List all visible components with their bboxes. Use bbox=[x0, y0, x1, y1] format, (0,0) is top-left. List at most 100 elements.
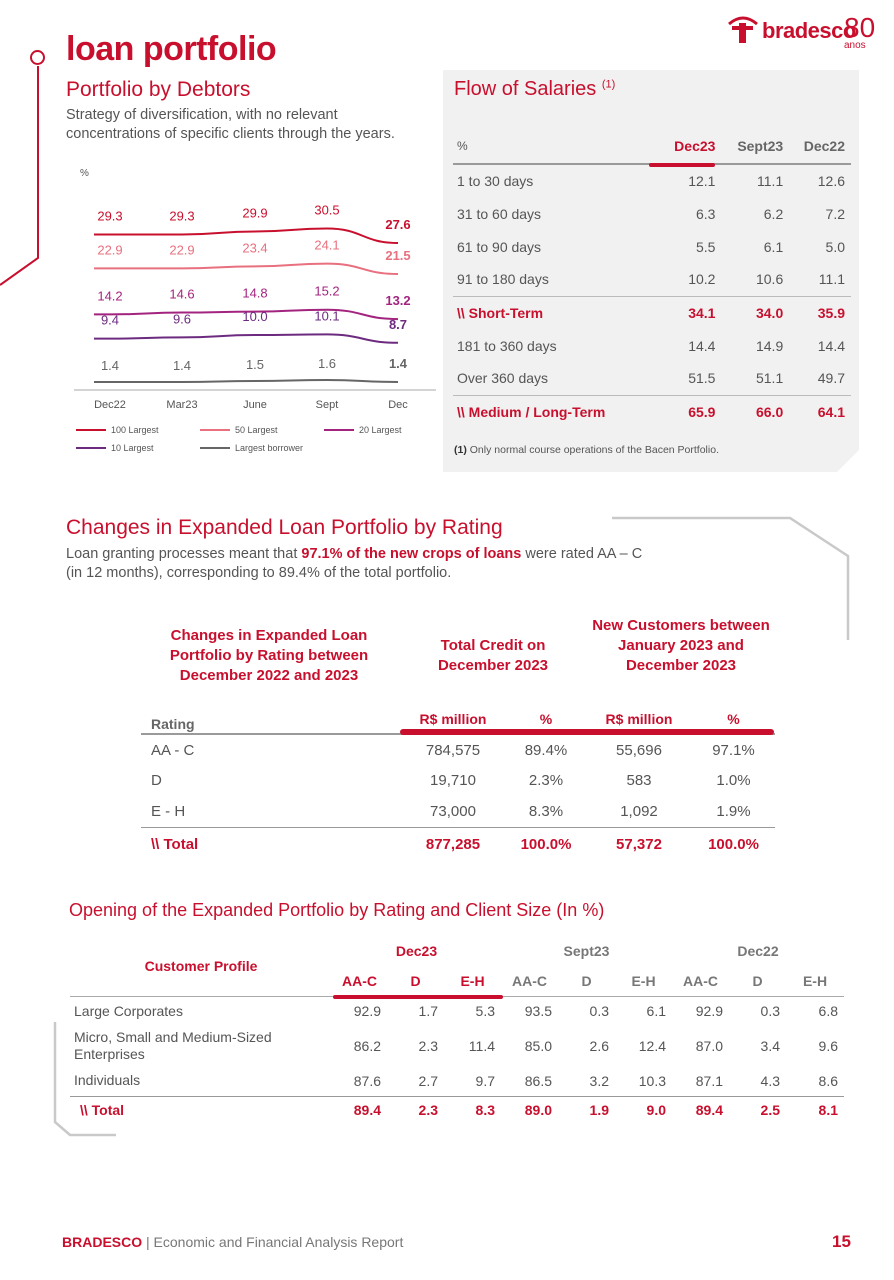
bradesco-tree-icon bbox=[728, 16, 758, 43]
legend-label: 50 Largest bbox=[235, 425, 278, 435]
opening-cell: 87.1 bbox=[695, 1072, 723, 1089]
salaries-row: 61 to 90 days 5.5 6.1 5.0 bbox=[453, 230, 851, 263]
x-tick-label: Dec bbox=[388, 399, 408, 411]
opening-sub-d: D bbox=[752, 972, 763, 989]
salaries-col-dec23: Dec23 bbox=[674, 137, 716, 154]
opening-cell: 0.3 bbox=[760, 1003, 780, 1020]
opening-cell: 86.5 bbox=[524, 1072, 552, 1089]
opening-cell: 1.7 bbox=[418, 1003, 438, 1020]
decorative-circle bbox=[30, 50, 45, 65]
data-label: 1.5 bbox=[246, 357, 264, 372]
salaries-cell: 66.0 bbox=[755, 403, 784, 420]
legend-label: 100 Largest bbox=[111, 425, 159, 435]
opening-cell: 93.5 bbox=[524, 1003, 552, 1020]
rating-head-col2: Total Credit on December 2023 bbox=[437, 637, 549, 674]
opening-total-cell: 89.4 bbox=[695, 1102, 723, 1119]
opening-cell: 87.0 bbox=[695, 1038, 723, 1054]
opening-cell: 9.7 bbox=[475, 1072, 495, 1089]
opening-cell: 9.6 bbox=[818, 1038, 838, 1054]
data-label: 10.1 bbox=[314, 308, 339, 323]
rating-cell: 55,696 bbox=[616, 741, 662, 759]
opening-cell: 3.4 bbox=[760, 1038, 780, 1054]
rating-total-row: \\ Total 877,285 100.0% 57,372 100.0% bbox=[141, 827, 775, 861]
data-label: 13.2 bbox=[385, 293, 410, 308]
salaries-table: % Dec23 Sept23 Dec22 1 to 30 days 12.1 11.… bbox=[453, 128, 851, 428]
salaries-row: \\ Short-Term 34.1 34.0 35.9 bbox=[453, 296, 851, 329]
opening-total-cell: 8.1 bbox=[818, 1102, 838, 1119]
salaries-cell: 10.6 bbox=[755, 271, 784, 288]
opening-total-cell: 8.3 bbox=[475, 1102, 495, 1119]
opening-total-label: \\ Total bbox=[80, 1101, 125, 1118]
series-line-10-largest bbox=[94, 333, 399, 344]
rating-head-col1: Changes in Expanded Loan Portfolio by Ra… bbox=[169, 627, 369, 684]
opening-cell: 4.3 bbox=[760, 1072, 780, 1089]
footnote-number: (1) bbox=[454, 444, 467, 456]
rating-col-pct2: % bbox=[727, 710, 740, 727]
salaries-cell: 11.1 bbox=[757, 173, 784, 189]
opening-cell: 8.6 bbox=[818, 1072, 838, 1089]
series-line-50-largest bbox=[94, 262, 399, 275]
opening-period-sept23: Sept23 bbox=[563, 943, 610, 959]
opening-cell: 92.9 bbox=[695, 1003, 723, 1020]
salaries-cell: 7.2 bbox=[825, 205, 845, 222]
rating-col-rs2: R$ million bbox=[605, 710, 673, 727]
rating-cell: E - H bbox=[151, 802, 186, 820]
opening-dec23-bar bbox=[333, 995, 503, 999]
data-label: 23.4 bbox=[242, 240, 267, 255]
rating-cell: 89.4% bbox=[524, 741, 568, 759]
data-label: 8.7 bbox=[389, 317, 407, 332]
salaries-row-label: Over 360 days bbox=[457, 370, 549, 387]
rating-desc-post: were rated AA – C bbox=[521, 546, 643, 562]
footer-separator: | bbox=[142, 1234, 154, 1250]
chart-y-label: % bbox=[80, 168, 89, 179]
data-label: 1.4 bbox=[389, 356, 408, 371]
opening-sub-aac: AA-C bbox=[683, 972, 718, 989]
opening-sub-d: D bbox=[581, 972, 592, 989]
data-label: 9.6 bbox=[173, 311, 191, 326]
legend-label: Largest borrower bbox=[235, 443, 303, 453]
salaries-row-label: 181 to 360 days bbox=[457, 337, 557, 354]
rating-col-rs1: R$ million bbox=[419, 710, 487, 727]
series-line-20-largest bbox=[94, 308, 399, 321]
opening-row-label: Micro, Small and Medium-Sized Enterprise… bbox=[74, 1029, 272, 1062]
opening-cell: 3.2 bbox=[589, 1072, 609, 1089]
salaries-cell: 51.5 bbox=[688, 370, 716, 387]
rating-row: D 19,710 2.3% 583 1.0% bbox=[141, 765, 775, 796]
dec23-highlight-bar bbox=[649, 163, 715, 167]
salaries-row: 1 to 30 days 12.1 11.1 12.6 bbox=[453, 164, 851, 197]
salaries-row-label: 31 to 60 days bbox=[457, 205, 542, 222]
rating-desc-line1: Loan granting processes meant that 97.1%… bbox=[66, 545, 642, 564]
data-label: 1.6 bbox=[318, 356, 336, 371]
salaries-row-label: 61 to 90 days bbox=[457, 238, 542, 255]
rating-desc-highlight: 97.1% of the new crops of loans bbox=[301, 546, 522, 562]
salaries-cell: 12.6 bbox=[817, 173, 845, 189]
series-line-largest-borrower bbox=[94, 378, 399, 383]
rating-row: E - H 73,000 8.3% 1,092 1.9% bbox=[141, 796, 775, 827]
opening-row: Large Corporates 92.9 1.7 5.3 93.5 0.3 6.1 92.9… bbox=[70, 996, 844, 1026]
salaries-cell: 6.2 bbox=[763, 205, 784, 222]
rating-cell: 8.3% bbox=[528, 802, 564, 820]
data-label: 1.4 bbox=[101, 358, 119, 373]
salaries-cell: 14.4 bbox=[817, 337, 845, 354]
x-tick-label: Dec22 bbox=[94, 399, 126, 411]
debtors-description: Strategy of diversification, with no rel… bbox=[66, 106, 395, 144]
opening-cell: 10.3 bbox=[638, 1072, 666, 1089]
opening-total-cell: 2.5 bbox=[760, 1102, 780, 1119]
rating-cell: 784,575 bbox=[425, 741, 481, 759]
opening-total-cell: 89.0 bbox=[524, 1102, 552, 1119]
opening-cell: 11.4 bbox=[468, 1038, 495, 1054]
legend-label: 20 Largest bbox=[359, 425, 402, 435]
salaries-cell: 12.1 bbox=[688, 173, 716, 189]
opening-cell: 0.3 bbox=[589, 1003, 609, 1020]
salaries-title-footnote: (1) bbox=[601, 78, 616, 91]
rating-total-cell: \\ Total bbox=[151, 835, 199, 853]
logo-text: bradesco bbox=[762, 18, 856, 43]
salaries-col-dec22: Dec22 bbox=[803, 137, 845, 154]
data-label: 27.6 bbox=[385, 217, 410, 232]
salaries-row-label: 91 to 180 days bbox=[457, 271, 549, 288]
logo-sub: anos bbox=[844, 40, 866, 51]
opening-sub-d: D bbox=[410, 972, 421, 989]
salaries-row-label: 1 to 30 days bbox=[457, 173, 534, 189]
salaries-col-sept23: Sept23 bbox=[737, 137, 784, 154]
